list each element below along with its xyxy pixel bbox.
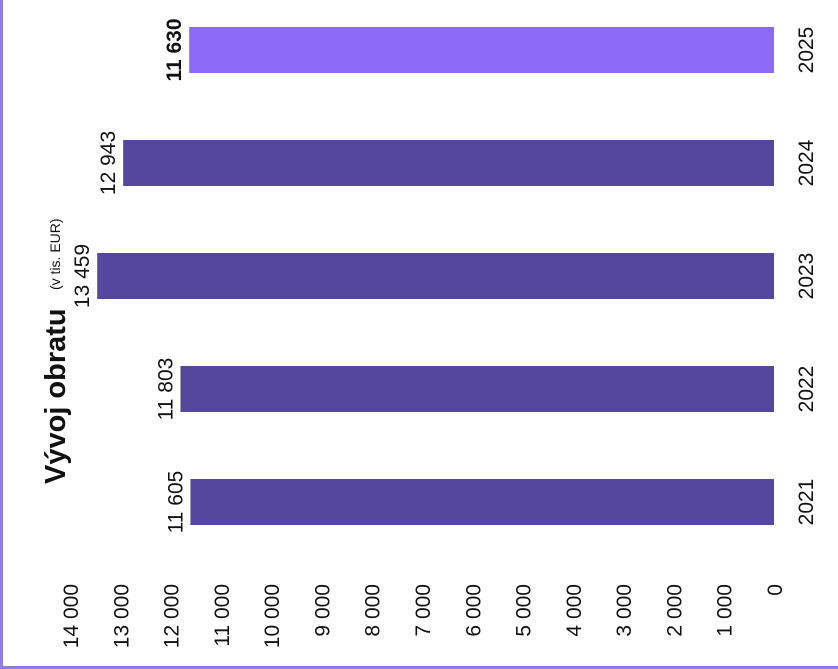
value-tick-label: 10 000 — [261, 584, 284, 648]
value-tick-label: 4 000 — [563, 584, 586, 637]
category-label-2024: 2024 — [795, 139, 818, 186]
data-label-2024: 12 943 — [97, 131, 120, 195]
value-tick-label: 0 — [764, 584, 787, 596]
value-tick-label: 5 000 — [513, 584, 536, 637]
category-label-2023: 2023 — [795, 253, 818, 300]
value-tick-label: 3 000 — [613, 584, 636, 637]
value-tick-label: 6 000 — [462, 584, 485, 637]
turnover-bar-chart: 0 1 000 2 000 3 000 4 000 5 000 6 000 7 000 8 00… — [40, 18, 818, 648]
category-label-2025: 2025 — [795, 27, 818, 74]
data-label-2025: 11 630 — [163, 18, 186, 81]
value-tick-label: 13 000 — [110, 584, 133, 648]
bar-2025 — [189, 27, 775, 73]
category-label-2022: 2022 — [795, 366, 818, 413]
data-label-2021: 11 605 — [164, 471, 187, 534]
data-label-2023: 13 459 — [71, 244, 94, 308]
data-label-2022: 11 803 — [154, 358, 177, 421]
value-tick-label: 8 000 — [362, 584, 385, 637]
bars — [97, 27, 775, 525]
bar-2021 — [190, 479, 775, 525]
value-tick-label: 2 000 — [663, 584, 686, 637]
bar-2022 — [180, 366, 774, 412]
chart-subtitle: (v tis. EUR) — [47, 218, 63, 290]
data-labels: 11 605 11 803 13 459 12 943 11 630 — [71, 18, 187, 533]
value-tick-label: 11 000 — [211, 584, 234, 647]
bar-2023 — [97, 253, 774, 299]
category-labels: 2021 2022 2023 2024 2025 — [795, 27, 818, 526]
value-tick-label: 12 000 — [161, 584, 184, 648]
category-label-2021: 2021 — [795, 479, 818, 526]
value-tick-label: 14 000 — [60, 584, 83, 648]
value-tick-label: 1 000 — [714, 584, 737, 637]
chart-title: Vývoj obratu — [40, 308, 72, 484]
bar-2024 — [123, 140, 775, 186]
value-axis-ticks: 0 1 000 2 000 3 000 4 000 5 000 6 000 7 000 8 00… — [60, 584, 787, 648]
value-tick-label: 9 000 — [311, 584, 334, 637]
value-tick-label: 7 000 — [412, 584, 435, 637]
